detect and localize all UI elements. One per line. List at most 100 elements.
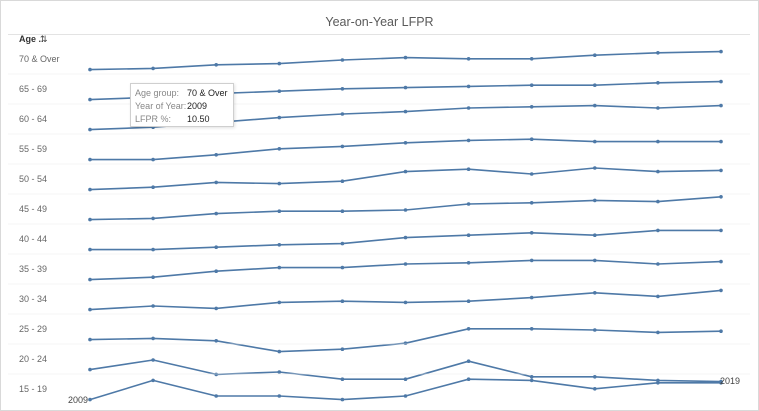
data-point (88, 157, 92, 162)
data-point (466, 84, 471, 89)
data-point (593, 328, 597, 332)
data-point (214, 306, 218, 311)
row-label: 30 - 34 (19, 294, 47, 304)
data-point (340, 112, 345, 116)
data-point (214, 394, 218, 398)
data-point (151, 336, 155, 341)
data-point (277, 349, 282, 354)
data-point (403, 85, 408, 90)
data-point (529, 57, 534, 61)
data-point (466, 106, 471, 110)
data-point (151, 216, 155, 221)
data-point (403, 262, 408, 266)
data-point (88, 97, 92, 102)
data-point (403, 208, 408, 212)
data-point (88, 397, 92, 402)
title-divider (8, 34, 750, 35)
data-point (529, 172, 534, 176)
data-point (403, 169, 408, 174)
data-point (656, 81, 660, 85)
data-point (656, 169, 660, 174)
data-point (214, 245, 218, 249)
data-point (277, 394, 282, 398)
data-point (466, 167, 471, 171)
data-point (340, 377, 345, 382)
data-point (656, 106, 660, 110)
data-point (340, 179, 345, 183)
data-point (277, 300, 282, 305)
data-point (88, 277, 92, 282)
data-point (403, 300, 408, 305)
data-point (277, 265, 282, 270)
data-point (88, 187, 92, 192)
row-label: 60 - 64 (19, 114, 47, 124)
data-point (151, 378, 155, 383)
data-point (88, 367, 92, 372)
data-point (151, 247, 155, 252)
data-point (593, 198, 597, 203)
chart-title: Year-on-Year LFPR (325, 15, 434, 29)
data-point (529, 137, 534, 141)
data-point (593, 83, 597, 87)
data-point (529, 378, 534, 383)
data-point (214, 372, 218, 377)
tooltip-key: Age group: (135, 88, 180, 98)
data-point (656, 51, 660, 55)
data-point (719, 381, 723, 385)
row-header-age-group[interactable]: Age .. (19, 34, 44, 44)
row-label: 65 - 69 (19, 84, 47, 94)
data-point (656, 262, 660, 266)
data-point (88, 217, 92, 222)
data-point (403, 394, 408, 398)
series-line (90, 229, 721, 251)
data-point (214, 211, 218, 216)
x-tick-label: 2009 (68, 395, 88, 405)
data-point (719, 329, 723, 334)
data-point (277, 61, 282, 66)
data-point (719, 79, 723, 84)
data-point (403, 55, 408, 60)
data-point (593, 258, 597, 263)
data-point (277, 370, 282, 374)
data-point (466, 377, 471, 382)
data-point (529, 231, 534, 235)
data-point (593, 166, 597, 170)
data-point (403, 341, 408, 346)
data-point (277, 115, 282, 120)
data-point (529, 201, 534, 205)
data-point (214, 339, 218, 343)
data-point (719, 259, 723, 264)
data-point (403, 109, 408, 114)
row-label: 70 & Over (19, 54, 60, 64)
data-point (593, 233, 597, 237)
data-point (340, 347, 345, 352)
data-point (529, 327, 534, 331)
series-line (89, 50, 722, 71)
data-point (403, 141, 408, 145)
data-point (214, 153, 218, 157)
data-point (466, 57, 471, 61)
data-point (593, 103, 597, 108)
tooltip-key: LFPR %: (135, 114, 172, 124)
data-point (529, 295, 534, 300)
data-point (88, 247, 92, 252)
data-point (593, 387, 597, 391)
data-point (151, 304, 155, 308)
data-point (151, 358, 155, 362)
data-point (88, 307, 92, 312)
data-point (593, 53, 597, 57)
row-label: 35 - 39 (19, 264, 47, 274)
data-point (466, 327, 471, 331)
sort-icon[interactable]: ⇅ (40, 34, 48, 44)
tooltip-row-age-group: Age group: 70 & Over (135, 87, 233, 100)
data-point (466, 138, 471, 143)
data-point (340, 299, 345, 304)
data-point (340, 87, 345, 91)
row-label: 40 - 44 (19, 234, 47, 244)
data-point (656, 381, 660, 385)
tooltip-value: 2009 (187, 101, 208, 111)
data-point (214, 180, 218, 185)
data-point (656, 330, 660, 335)
tooltip-row-lfpr: LFPR %: 10.50 (135, 113, 233, 126)
data-point (719, 168, 723, 173)
